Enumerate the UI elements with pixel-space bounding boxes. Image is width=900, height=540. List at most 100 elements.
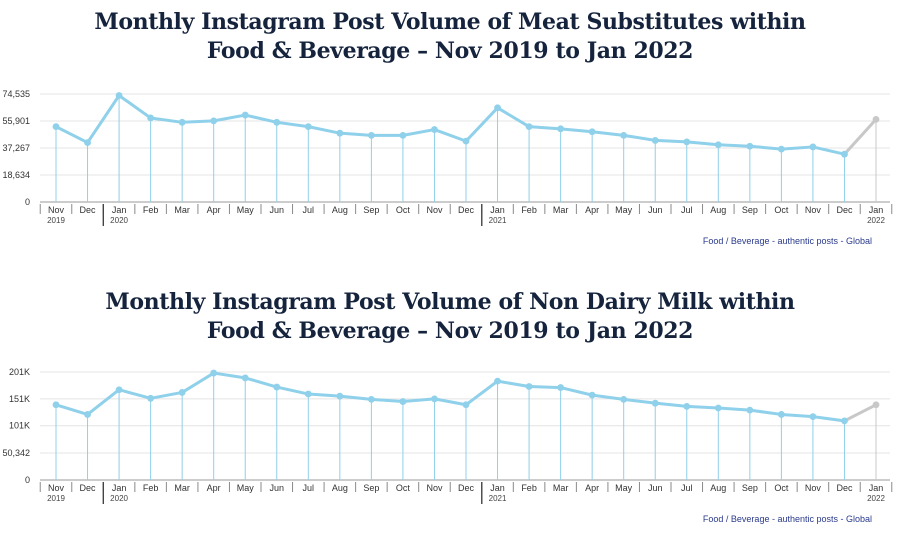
x-tick-label: Apr [207, 205, 221, 215]
data-point [462, 401, 470, 409]
y-tick-label: 18,634 [2, 170, 30, 180]
x-tick-label: Aug [710, 205, 726, 215]
x-year-label: 2021 [489, 216, 507, 225]
x-tick-label: Oct [774, 483, 789, 493]
series-line [54, 371, 846, 423]
chart-title-line1: Monthly Instagram Post Volume of Meat Su… [94, 9, 806, 35]
data-point [178, 389, 186, 396]
data-point [241, 111, 249, 119]
data-point [588, 128, 596, 136]
x-tick-label: Jul [681, 483, 693, 493]
x-tick-label: Jan [112, 205, 127, 215]
x-tick-label: Sep [363, 205, 379, 215]
x-tick-label: Apr [585, 483, 599, 493]
data-point [84, 411, 91, 418]
data-point [147, 114, 155, 122]
chart-footnote: Food / Beverage - authentic posts - Glob… [702, 514, 872, 524]
x-tick-label: Dec [836, 205, 853, 215]
y-tick-label: 0 [25, 475, 30, 485]
chart-footnote: Food / Beverage - authentic posts - Glob… [702, 236, 872, 246]
data-point [777, 411, 785, 418]
data-point [178, 118, 186, 126]
x-year-label: 2022 [867, 216, 885, 225]
data-point [115, 92, 123, 99]
y-tick-label: 50,342 [2, 448, 30, 458]
x-tick-label: Mar [553, 205, 569, 215]
x-tick-label: Jan [869, 205, 884, 215]
x-tick-label: Mar [553, 483, 569, 493]
x-tick-label: Dec [458, 483, 475, 493]
x-tick-label: Mar [174, 483, 190, 493]
x-tick-label: Aug [332, 483, 348, 493]
data-point [273, 383, 281, 391]
data-point [525, 383, 533, 390]
chart-title-line2: Food & Beverage – Nov 2019 to Jan 2022 [206, 38, 694, 64]
x-tick-label: Jan [490, 483, 505, 493]
x-tick-label: Dec [80, 483, 97, 493]
data-point [683, 138, 691, 146]
x-tick-label: Jun [270, 483, 285, 493]
x-tick-label: Jan [490, 205, 505, 215]
x-tick-label: May [615, 483, 633, 493]
data-point [557, 384, 565, 391]
y-tick-label: 151K [9, 394, 30, 404]
x-tick-label: Dec [80, 205, 97, 215]
data-point [872, 401, 880, 409]
x-tick-label: Jan [869, 483, 884, 493]
data-point [714, 404, 722, 412]
data-point [52, 401, 60, 409]
meat-substitutes-chart: Monthly Instagram Post Volume of Meat Su… [2, 9, 893, 246]
data-point [399, 131, 407, 139]
y-tick-label: 55,901 [2, 116, 30, 126]
projected-series-line [842, 117, 878, 156]
x-tick-label: Jul [303, 205, 315, 215]
data-point [336, 129, 344, 137]
data-point [399, 398, 407, 405]
y-tick-label: 0 [25, 197, 30, 207]
data-point [273, 118, 281, 126]
x-tick-label: May [615, 205, 633, 215]
data-point [336, 392, 344, 400]
x-tick-label: Jul [681, 205, 693, 215]
x-tick-label: Sep [742, 205, 758, 215]
x-tick-label: Feb [521, 483, 537, 493]
data-point [872, 116, 880, 123]
x-tick-label: Nov [426, 483, 443, 493]
x-year-label: 2020 [110, 216, 128, 225]
line-plot: 0 50,342 101K 151K 201K Nov Dec Jan Feb Mar Apr May… [2, 367, 893, 504]
data-point [210, 117, 218, 125]
data-point [651, 137, 659, 144]
x-tick-label: Aug [710, 483, 726, 493]
x-tick-label: Feb [143, 483, 159, 493]
data-point [84, 139, 91, 146]
x-year-label: 2022 [867, 494, 885, 503]
data-point [746, 406, 754, 414]
x-year-label: 2020 [110, 494, 128, 503]
data-point [525, 123, 533, 131]
x-tick-label: May [237, 483, 255, 493]
data-point [620, 131, 628, 139]
x-tick-label: Oct [396, 483, 411, 493]
data-point [462, 137, 470, 145]
x-tick-label: Dec [458, 205, 475, 215]
data-point [367, 131, 375, 139]
x-year-label: 2021 [489, 494, 507, 503]
data-point [809, 413, 817, 420]
data-point [52, 123, 60, 131]
data-point [841, 150, 848, 158]
data-point [147, 394, 155, 402]
data-point [367, 396, 375, 403]
x-tick-label: Nov [805, 205, 822, 215]
data-point [746, 142, 754, 150]
x-tick-label: Nov [48, 205, 65, 215]
x-tick-label: Apr [585, 205, 599, 215]
y-tick-label: 201K [9, 367, 30, 377]
y-tick-label: 101K [9, 421, 30, 431]
chart-title-line1: Monthly Instagram Post Volume of Non Dai… [105, 289, 795, 315]
data-point [714, 141, 722, 149]
x-tick-label: May [237, 205, 255, 215]
data-point [620, 396, 628, 403]
x-tick-label: Jun [270, 205, 285, 215]
data-point [115, 386, 123, 394]
non-dairy-milk-chart: Monthly Instagram Post Volume of Non Dai… [0, 280, 900, 540]
